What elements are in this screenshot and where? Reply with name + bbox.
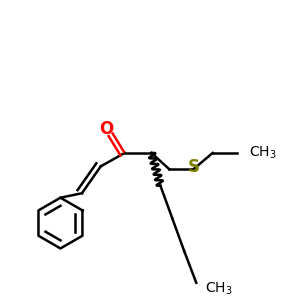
Text: CH$_3$: CH$_3$ <box>248 145 276 161</box>
Text: CH$_3$: CH$_3$ <box>205 280 233 297</box>
Text: S: S <box>187 158 199 176</box>
Text: O: O <box>99 120 113 138</box>
